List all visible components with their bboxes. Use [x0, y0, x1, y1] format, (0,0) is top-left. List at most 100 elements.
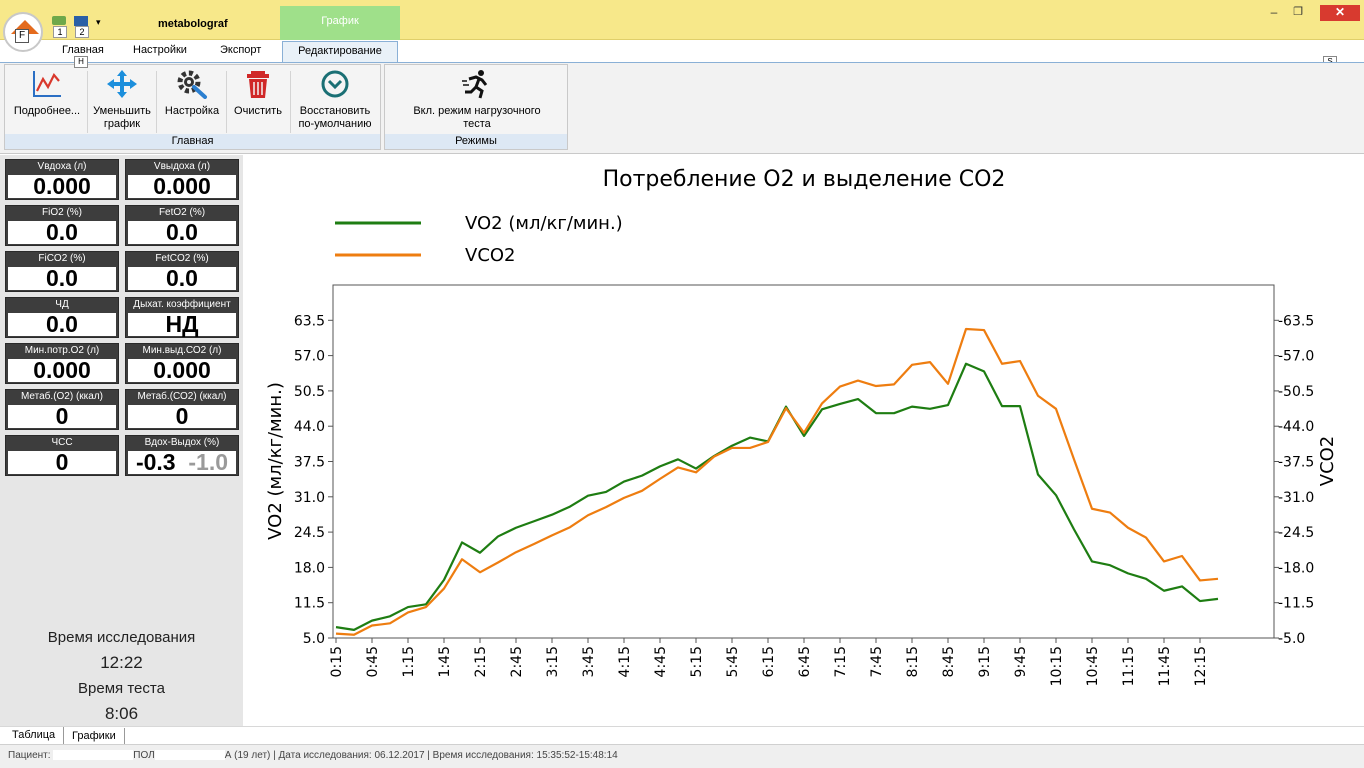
app-logo-letter: F: [15, 29, 29, 43]
y-tick-label-right: -63.5: [1278, 313, 1314, 329]
legend-label: VO2 (мл/кг/мин.): [465, 213, 623, 234]
plot-area: [332, 284, 1275, 639]
status-patient-tail: А (19 лет) | Дата исследования: 06.12.20…: [224, 750, 618, 761]
chart-legend: VO2 (мл/кг/мин.) VCO2: [335, 213, 623, 266]
tab-main[interactable]: Главная: [62, 44, 104, 56]
tab-settings[interactable]: Настройки: [133, 44, 187, 56]
status-bar: Пациент: ПОЛ А (19 лет) | Дата исследован…: [0, 744, 1364, 768]
load-test-mode-button[interactable]: Вкл. режим нагрузочного теста: [399, 69, 555, 131]
x-tick-label: 1:15: [401, 646, 417, 677]
tile-value-secondary: -1.0: [188, 449, 229, 475]
quick-access-open-button[interactable]: 1: [52, 16, 68, 38]
status-patient-mid: ПОЛ: [133, 750, 155, 761]
ribbon-separator: [156, 71, 157, 133]
load-mode-label-2: теста: [463, 118, 491, 130]
tile-value: 0.000: [128, 359, 236, 382]
y-tick-label-right: -57.0: [1278, 349, 1314, 365]
tile-label: Мин.потр.О2 (л): [24, 345, 100, 356]
research-time-value: 12:22: [100, 653, 143, 672]
tile-value: 0.0: [8, 267, 116, 290]
status-patient-prefix: Пациент:: [8, 750, 54, 761]
settings-label: Настройка: [164, 105, 220, 117]
x-tick-label: 9:45: [1013, 646, 1029, 677]
x-tick-label: 4:15: [617, 646, 633, 677]
x-tick-label: 4:45: [653, 646, 669, 677]
tile-label: ЧСС: [51, 437, 73, 448]
y-tick-label-right: -37.5: [1278, 455, 1314, 471]
restore-default-button[interactable]: Восстановить по-умолчанию: [292, 69, 378, 131]
context-tab-graph: График: [280, 6, 400, 40]
y-tick-label-right: -44.0: [1278, 419, 1314, 435]
move-arrows-icon: [107, 70, 137, 98]
tile-value: 0: [128, 405, 236, 428]
y-axis-right-label: VCO2: [1317, 436, 1338, 487]
keytip-h: H: [74, 56, 88, 68]
clear-label: Очистить: [234, 105, 282, 117]
ribbon-separator: [226, 71, 227, 133]
chart-settings-button[interactable]: Настройка: [159, 69, 225, 118]
tile-value: 0.0: [8, 221, 116, 244]
running-man-icon: [462, 70, 488, 99]
tile-label: Vвыдоха (л): [153, 161, 211, 172]
y-axis-right: -5.0 -11.5 -18.0 -24.5 -31.0 -37.5 -44.0 -50.5 -…: [1274, 313, 1314, 647]
x-tick-label: 5:45: [725, 646, 741, 677]
close-button[interactable]: ✕: [1320, 5, 1360, 21]
y-tick-label-right: -5.0: [1278, 631, 1305, 647]
y-axis-left: 5.0 11.5 18.0 24.5 31.0 37.5 44.0 50.5 57.0 63.5: [294, 313, 333, 647]
tile-metab-co2: Метаб.(СО2) (ккал) 0: [125, 389, 239, 430]
tile-label: Вдох-Выдох (%): [144, 437, 220, 448]
x-tick-label: 2:15: [473, 646, 489, 677]
chart-title: Потребление О2 и выделение СО2: [603, 167, 1006, 192]
x-tick-label: 8:15: [905, 646, 921, 677]
tile-min-co2-output: Мин.выд.СО2 (л) 0.000: [125, 343, 239, 384]
series-lines: [335, 327, 1219, 636]
tile-value-primary: -0.3: [135, 449, 176, 475]
x-tick-label: 3:15: [545, 646, 561, 677]
tile-feto2: FetO2 (%) 0.0: [125, 205, 239, 246]
x-tick-label: 8:45: [941, 646, 957, 677]
o2-co2-chart: Потребление О2 и выделение СО2 VO2 (мл/к…: [265, 167, 1338, 686]
research-time-label: Время исследования: [47, 629, 196, 646]
y-tick-label-left: 5.0: [303, 631, 325, 647]
clear-button[interactable]: Очистить: [229, 69, 287, 118]
x-tick-label: 5:15: [689, 646, 705, 677]
x-tick-label: 0:15: [329, 646, 345, 677]
y-tick-label-left: 18.0: [294, 560, 325, 576]
shrink-label-2: график: [103, 118, 141, 130]
shrink-chart-button[interactable]: Уменьшить график: [89, 69, 155, 131]
tile-label: Метаб.(О2) (ккал): [20, 391, 103, 402]
tile-value: 0.0: [128, 221, 236, 244]
details-button[interactable]: Подробнее...: [9, 69, 85, 118]
quick-access-customize-icon[interactable]: ▾: [96, 17, 101, 27]
x-tick-label: 12:15: [1193, 646, 1209, 686]
bottom-tabs: Таблица Графики: [0, 726, 1364, 745]
tab-edit[interactable]: Редактирование: [282, 41, 398, 62]
x-tick-label: 1:45: [437, 646, 453, 677]
maximize-button[interactable]: ❐: [1293, 6, 1303, 18]
app-menu-button[interactable]: F: [3, 12, 43, 52]
ribbon-group-main: Подробнее... Уменьшить график Настройка: [4, 64, 381, 150]
test-time-label: Время теста: [78, 680, 165, 697]
minimize-button[interactable]: –: [1270, 5, 1278, 19]
tile-label: FiCO2 (%): [38, 253, 86, 264]
tile-value: 0: [8, 405, 116, 428]
tile-value: НД: [128, 313, 236, 336]
test-time-value: 8:06: [104, 704, 139, 723]
tile-value: 0.0: [8, 313, 116, 336]
tab-table[interactable]: Таблица: [4, 727, 65, 744]
tab-graphs[interactable]: Графики: [64, 728, 125, 745]
x-tick-label: 10:15: [1049, 646, 1065, 686]
y-axis-left-label: VO2 (мл/кг/мин.): [265, 382, 286, 540]
y-tick-label-left: 11.5: [294, 596, 325, 612]
y-tick-label-left: 31.0: [294, 490, 325, 506]
y-tick-label-left: 50.5: [294, 384, 325, 400]
shrink-label-1: Уменьшить: [93, 105, 151, 117]
folder-icon: [52, 16, 66, 25]
quick-access-save-button[interactable]: 2: [74, 16, 90, 38]
tile-label: Vвдоха (л): [37, 161, 87, 172]
tile-fico2: FiCO2 (%) 0.0: [5, 251, 119, 292]
tab-export[interactable]: Экспорт: [220, 44, 262, 56]
x-tick-label: 11:45: [1157, 646, 1173, 686]
y-tick-label-left: 63.5: [294, 313, 325, 329]
tile-value: 0.000: [8, 359, 116, 382]
